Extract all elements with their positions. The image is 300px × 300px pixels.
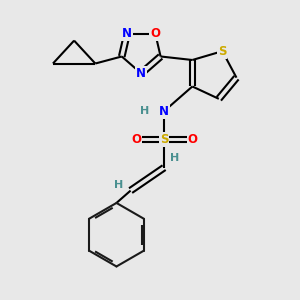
Text: H: H xyxy=(140,106,149,116)
Text: S: S xyxy=(160,133,168,146)
Text: O: O xyxy=(150,27,160,40)
Text: S: S xyxy=(218,45,226,58)
Text: N: N xyxy=(159,105,169,118)
Text: O: O xyxy=(188,133,197,146)
Text: N: N xyxy=(136,67,146,80)
Text: N: N xyxy=(122,27,132,40)
Text: H: H xyxy=(114,180,123,190)
Text: O: O xyxy=(131,133,141,146)
Text: H: H xyxy=(170,153,179,163)
